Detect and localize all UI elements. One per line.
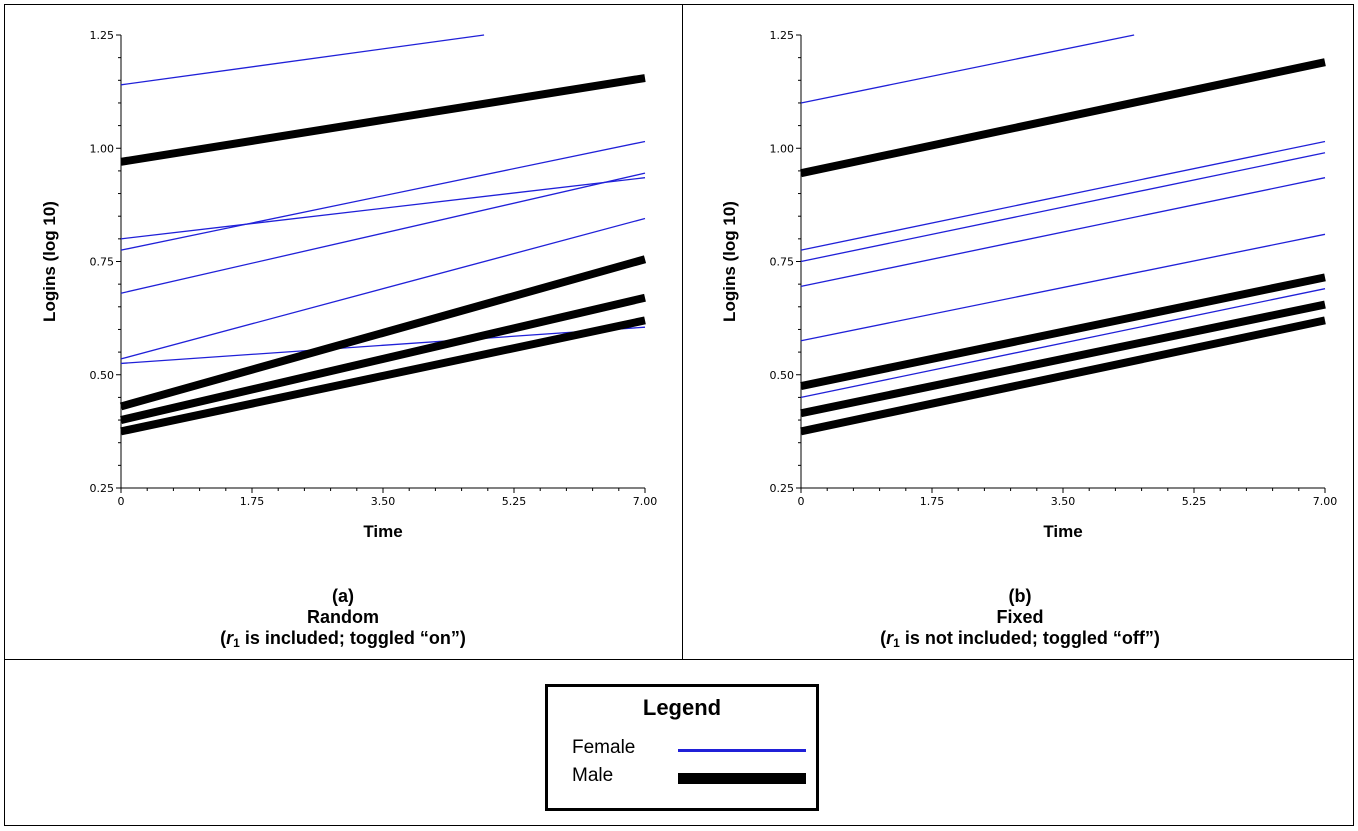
male-series-line [120, 293, 646, 424]
legend-swatch-female [678, 749, 806, 752]
female-series-line [120, 34, 485, 86]
female-series-line [120, 172, 646, 294]
panel-divider-vertical [682, 4, 683, 659]
panel-label: (b) [1008, 586, 1032, 606]
female-series-line [800, 177, 1326, 288]
female-series-line [800, 140, 1326, 251]
x-tick-label: 3.50 [371, 495, 396, 508]
chart-panel-b: 0.25 0.50 0.75 1.00 1.25 0 1.75 3.50 5.25 7.00 Tim… [720, 29, 1338, 541]
legend-label: Female [572, 737, 636, 758]
panel-subtitle: Random [307, 607, 379, 627]
male-series-line [800, 273, 1326, 390]
y-tick-label: 0.25 [770, 482, 795, 495]
y-tick-label: 0.25 [90, 482, 115, 495]
x-tick-label: 3.50 [1051, 495, 1076, 508]
female-series-line [120, 326, 646, 365]
caption-panel-a: (a) Random (r1 is included; toggled “on”… [43, 586, 643, 654]
y-tick-label: 0.75 [770, 256, 795, 269]
panel-note: (r1 is not included; toggled “off”) [880, 628, 1160, 650]
male-series-line [119, 255, 647, 411]
female-series-line [120, 177, 646, 240]
y-tick-label: 0.75 [90, 256, 115, 269]
legend: Legend Female Male [545, 684, 819, 811]
x-tick-label: 7.00 [633, 495, 658, 508]
y-tick-label: 0.50 [90, 369, 115, 382]
legend-item-male: Male [572, 765, 613, 787]
x-tick-label: 7.00 [1313, 495, 1338, 508]
y-axis-title: Logins (log 10) [720, 201, 739, 322]
y-tick-label: 1.25 [770, 29, 795, 42]
male-series-line [120, 316, 646, 436]
y-tick-label: 1.25 [90, 29, 115, 42]
x-axis-title: Time [1043, 522, 1082, 541]
x-tick-label: 1.75 [920, 495, 945, 508]
x-tick-label: 5.25 [1182, 495, 1207, 508]
female-series-line [120, 140, 646, 251]
figure-frame [4, 4, 1354, 826]
female-series-line [800, 233, 1326, 342]
y-tick-label: 1.00 [90, 142, 115, 155]
male-series-line [120, 74, 646, 166]
x-tick-label: 5.25 [502, 495, 527, 508]
legend-item-female: Female [572, 737, 635, 759]
legend-swatch-male [678, 773, 806, 784]
male-series-line [800, 316, 1326, 436]
x-tick-label: 0 [118, 495, 125, 508]
panel-divider-horizontal [4, 659, 1354, 660]
panel-label: (a) [332, 586, 354, 606]
panel-subtitle: Fixed [996, 607, 1044, 627]
x-tick-label: 1.75 [240, 495, 265, 508]
x-axis-title: Time [363, 522, 402, 541]
male-series-line [800, 300, 1326, 418]
legend-title: Legend [642, 695, 722, 720]
chart-panel-a: 0.25 0.50 0.75 1.00 1.25 0 1.75 3.50 5.25 7.00 Tim… [40, 29, 658, 541]
legend-label: Male [572, 765, 614, 786]
female-series-line [120, 217, 646, 360]
y-tick-label: 1.00 [770, 142, 795, 155]
y-axis-title: Logins (log 10) [40, 201, 59, 322]
male-series-line [800, 58, 1326, 178]
female-series-line [800, 152, 1326, 263]
panel-note: (r1 is included; toggled “on”) [220, 628, 466, 650]
caption-panel-b: (b) Fixed (r1 is not included; toggled “… [720, 586, 1320, 654]
y-tick-label: 0.50 [770, 369, 795, 382]
female-series-line [800, 34, 1135, 104]
female-series-line [800, 288, 1326, 399]
x-tick-label: 0 [798, 495, 805, 508]
